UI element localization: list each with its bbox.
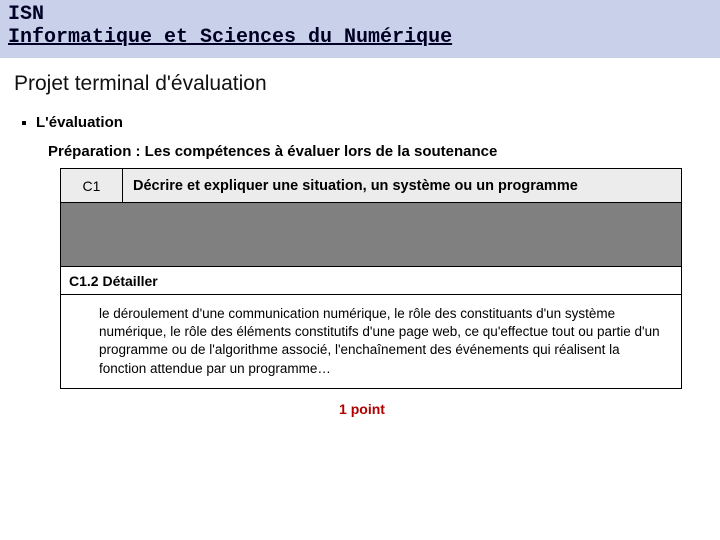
competence-desc-cell: Décrire et expliquer une situation, un s… <box>123 169 682 203</box>
competence-table: C1 Décrire et expliquer une situation, u… <box>60 168 682 389</box>
spacer-cell <box>61 203 682 267</box>
header-full-name: Informatique et Sciences du Numérique <box>8 26 712 50</box>
points-label: 1 point <box>14 401 710 417</box>
preparation-line: Préparation : Les compétences à évaluer … <box>48 143 710 160</box>
table-row-detail: le déroulement d'une communication numér… <box>61 295 682 389</box>
bullet-label: L'évaluation <box>36 114 123 131</box>
bullet-row: L'évaluation <box>22 114 710 131</box>
header-band: ISN Informatique et Sciences du Numériqu… <box>0 0 720 58</box>
content-area: Projet terminal d'évaluation L'évaluatio… <box>0 58 720 417</box>
header-acronym: ISN <box>8 4 712 26</box>
bullet-dot-icon <box>22 121 26 125</box>
table-row-spacer <box>61 203 682 267</box>
sub-code-cell: C1.2 Détailler <box>61 267 682 295</box>
detail-text-cell: le déroulement d'une communication numér… <box>61 295 682 389</box>
table-row-subcode: C1.2 Détailler <box>61 267 682 295</box>
competence-table-wrap: C1 Décrire et expliquer une situation, u… <box>60 168 682 389</box>
section-title: Projet terminal d'évaluation <box>14 72 710 96</box>
competence-code-cell: C1 <box>61 169 123 203</box>
table-row-header: C1 Décrire et expliquer une situation, u… <box>61 169 682 203</box>
